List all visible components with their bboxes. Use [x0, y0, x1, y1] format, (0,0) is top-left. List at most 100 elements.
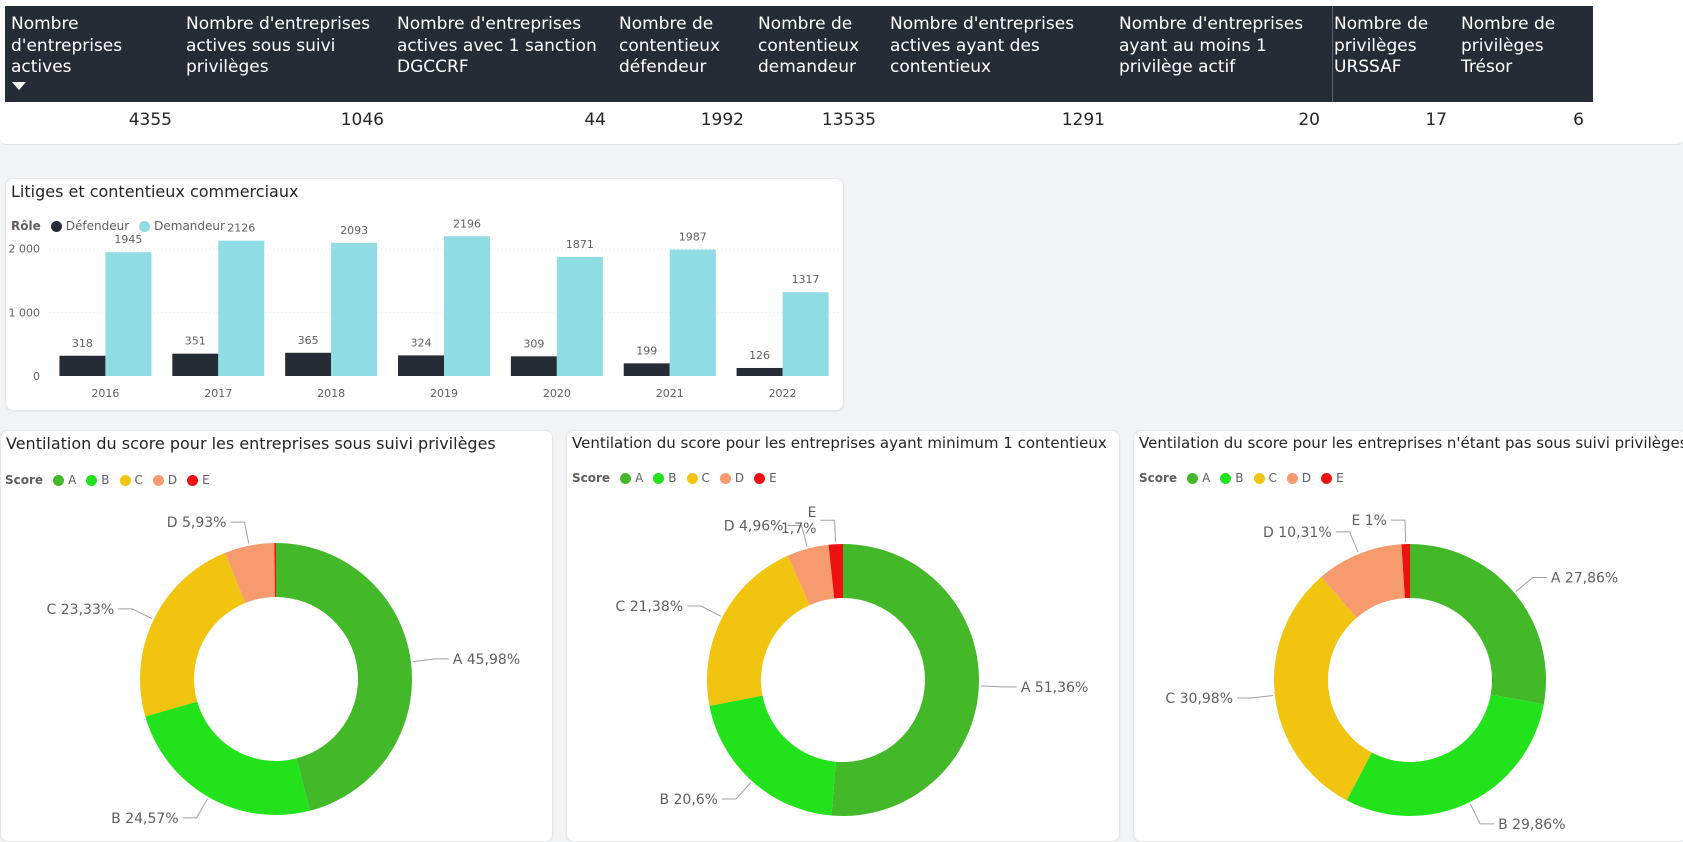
- kpi-header-sanction-dgccrf[interactable]: Nombre d'entreprises actives avec 1 sanc…: [397, 14, 597, 77]
- leader-line: [118, 608, 153, 620]
- donut-slice-c[interactable]: [1274, 576, 1372, 801]
- legend-item-c[interactable]: C: [686, 471, 710, 485]
- bar-demandeur[interactable]: [218, 240, 265, 376]
- kpi-header-privileges-tresor[interactable]: Nombre de privilèges Trésor: [1461, 14, 1556, 77]
- legend-label: E: [1336, 471, 1344, 485]
- donut-slice-d[interactable]: [224, 543, 276, 603]
- donut-data-label-line: E 1%: [1351, 513, 1387, 529]
- donut-slice-a[interactable]: [276, 543, 413, 811]
- donut-chart: A 51,36%B 20,6%C 21,38%D 4,96%E 1,7%: [616, 505, 1088, 816]
- donut-data-label: C 21,38%: [616, 599, 684, 615]
- donut-data-label-line: D 10,31%: [1263, 525, 1332, 541]
- legend-item-e[interactable]: E: [187, 473, 210, 487]
- kpi-header-suivi-privileges[interactable]: Nombre d'entreprises actives sous suivi …: [186, 14, 371, 77]
- legend-item-b[interactable]: B: [653, 471, 677, 485]
- donut-slice-c[interactable]: [707, 555, 810, 706]
- legend-dot: [754, 472, 766, 484]
- bar-data-label: 2126: [227, 222, 255, 235]
- legend-dot: [152, 474, 164, 486]
- donut-slice-e[interactable]: [828, 544, 843, 599]
- donut-slice-b[interactable]: [709, 695, 837, 816]
- donut-slice-e[interactable]: [274, 543, 276, 598]
- donut-data-label-line: E: [808, 505, 817, 521]
- kpi-value-contentieux-defendeur: 1992: [700, 110, 744, 130]
- bar-defendeur[interactable]: [285, 352, 332, 376]
- legend-dot: [1253, 472, 1265, 484]
- kpi-table-header: Nombre d'entreprises actives Nombre d'en…: [5, 6, 1593, 102]
- legend-dot: [1187, 472, 1199, 484]
- legend-item-b[interactable]: B: [1220, 471, 1244, 485]
- bar-data-label: 199: [636, 344, 657, 357]
- donut-slice-d[interactable]: [1321, 544, 1405, 618]
- sort-desc-icon[interactable]: [12, 82, 26, 90]
- bar-defendeur[interactable]: [736, 367, 783, 376]
- leader-line: [230, 521, 250, 544]
- donut-slice-e[interactable]: [1401, 544, 1410, 599]
- donut-slice-a[interactable]: [1410, 544, 1546, 705]
- bar-data-label: 1987: [679, 231, 707, 244]
- legend-item-demandeur[interactable]: Demandeur: [139, 219, 225, 233]
- donut-slice-d[interactable]: [787, 544, 835, 606]
- legend-item-d[interactable]: D: [719, 471, 744, 485]
- bar-defendeur[interactable]: [623, 363, 670, 376]
- legend-item-b[interactable]: B: [86, 473, 110, 487]
- legend-dot: [187, 474, 199, 486]
- x-tick-label: 2021: [656, 387, 684, 400]
- legend-item-defendeur[interactable]: Défendeur: [50, 219, 130, 233]
- donut-chart: A 45,98% B 24,57% C 23,33% D 5,93%: [47, 515, 521, 827]
- donut-slice-a[interactable]: [831, 544, 979, 816]
- bar-defendeur[interactable]: [510, 356, 557, 376]
- donut-slice-b[interactable]: [1346, 694, 1544, 816]
- kpi-header-entreprises-contentieux[interactable]: Nombre d'entreprises actives ayant des c…: [890, 14, 1075, 77]
- leader-line: [787, 524, 808, 547]
- donut-data-label-line: 1,7%: [781, 521, 817, 537]
- x-tick-label: 2017: [204, 387, 232, 400]
- legend-title: Score: [5, 473, 44, 487]
- kpi-header-contentieux-demandeur[interactable]: Nombre de contentieux demandeur: [758, 14, 860, 77]
- legend-item-a[interactable]: A: [53, 473, 76, 487]
- donut-data-label: D 4,96%: [724, 518, 784, 534]
- donut-slice-b[interactable]: [145, 701, 310, 815]
- bar-demandeur[interactable]: [782, 292, 829, 376]
- donut-chart: A 27,86% B 29,86% C 30,98% D 10,31% E 1%: [1165, 513, 1618, 833]
- donut-data-label: B 24,57%: [111, 811, 178, 827]
- donut-title: Ventilation du score pour les entreprise…: [1139, 434, 1683, 452]
- legend-label: Demandeur: [154, 219, 225, 233]
- donut-data-label-line: C 30,98%: [1165, 691, 1233, 707]
- legend-item-a[interactable]: A: [1187, 471, 1210, 485]
- legend-dot: [653, 472, 665, 484]
- bar-defendeur[interactable]: [172, 353, 219, 376]
- kpi-header-privileges-urssaf[interactable]: Nombre de privilèges URSSAF: [1334, 14, 1429, 77]
- legend-item-c[interactable]: C: [1253, 471, 1277, 485]
- legend-item-c[interactable]: C: [119, 473, 143, 487]
- donut-slice-c[interactable]: [140, 552, 246, 717]
- bar-demandeur[interactable]: [105, 252, 152, 376]
- donut-data-label-line: B 29,86%: [1498, 817, 1565, 833]
- legend-label: B: [101, 473, 110, 487]
- bar-demandeur[interactable]: [669, 249, 716, 376]
- bar-demandeur[interactable]: [556, 256, 603, 376]
- bar-defendeur[interactable]: [398, 355, 444, 376]
- leader-line: [182, 798, 208, 819]
- legend-label: Défendeur: [65, 219, 130, 233]
- legend-item-d[interactable]: D: [152, 473, 177, 487]
- legend-item-e[interactable]: E: [754, 471, 777, 485]
- legend-item-e[interactable]: E: [1321, 471, 1344, 485]
- bar-demandeur[interactable]: [444, 236, 490, 376]
- bar-data-label: 1871: [566, 238, 594, 251]
- kpi-header-entreprises-actives[interactable]: Nombre d'entreprises actives: [11, 14, 123, 77]
- donut-legend: Score A B C D E: [5, 473, 216, 487]
- bar-data-label: 1317: [792, 273, 820, 286]
- bar-demandeur[interactable]: [331, 242, 378, 376]
- legend-item-a[interactable]: A: [620, 471, 643, 485]
- legend-label: C: [1268, 471, 1277, 485]
- x-tick-label: 2016: [91, 387, 119, 400]
- legend-dot: [620, 472, 632, 484]
- kpi-header-privilege-actif[interactable]: Nombre d'entreprises ayant au moins 1 pr…: [1119, 14, 1304, 77]
- donut-data-label-line: C 21,38%: [616, 599, 684, 615]
- kpi-header-contentieux-defendeur[interactable]: Nombre de contentieux défendeur: [619, 14, 721, 77]
- legend-item-d[interactable]: D: [1286, 471, 1311, 485]
- bar-defendeur[interactable]: [59, 355, 106, 376]
- leader-line: [412, 658, 449, 663]
- kpi-value-sanction-dgccrf: 44: [584, 110, 606, 130]
